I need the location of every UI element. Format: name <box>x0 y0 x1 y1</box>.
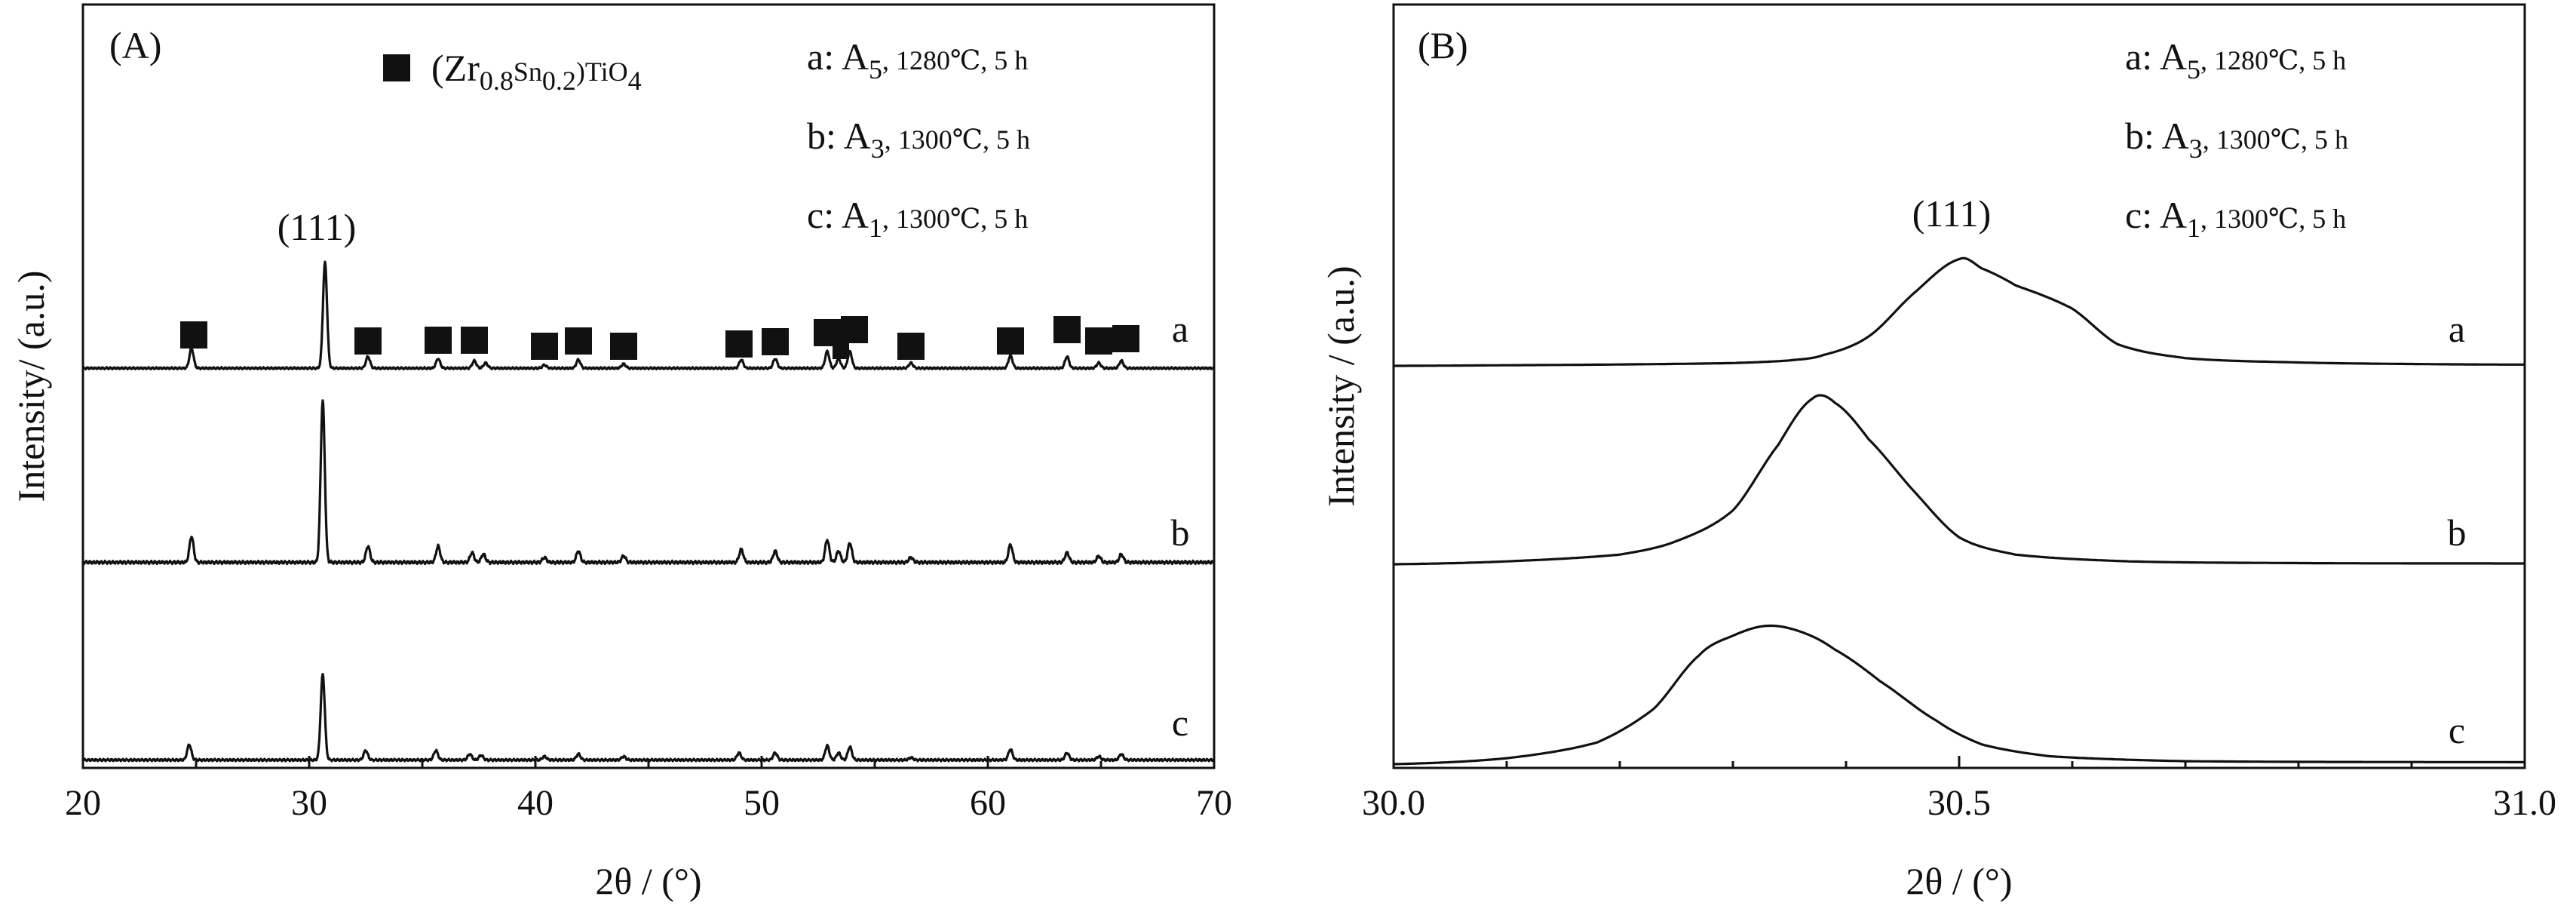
phase-marker <box>425 327 452 354</box>
condition-label-1: b: A3, 1300℃, 5 h <box>2125 115 2348 164</box>
curve-label-b: b <box>2448 511 2467 554</box>
curve-label-c: c <box>1172 702 1188 744</box>
plot-frame-a <box>81 3 1216 769</box>
plot-frame-b <box>1392 3 2526 769</box>
xrd-pattern-c <box>82 673 1216 763</box>
panel-b: 30.0 30.5 31.0 2θ / (°) Intensity / (a.u.) (B… <box>1320 3 2556 902</box>
condition-subscript: 5 <box>869 54 882 84</box>
condition-subscript: 1 <box>2187 213 2200 243</box>
phase-marker <box>180 321 207 349</box>
condition-label-2: c: A1, 1300℃, 5 h <box>2125 194 2346 243</box>
condition-suffix: , 1300℃, 5 h <box>885 124 1030 155</box>
legend-phase-label: (Zr0.8Sn0.2)TiO4 <box>431 47 642 96</box>
peak-profile-a <box>1394 256 2525 367</box>
peak-label-111: (111) <box>278 206 357 248</box>
xrd-pattern-a <box>81 260 1216 371</box>
x-tick-label: 40 <box>517 783 554 823</box>
phase-marker <box>897 333 925 360</box>
formula-part: (Zr <box>431 47 480 89</box>
condition-suffix: , 1300℃, 5 h <box>882 204 1028 234</box>
panel-label: (B) <box>1418 24 1468 66</box>
condition-prefix: b: A <box>2125 115 2189 157</box>
x-tick-label: 50 <box>744 783 780 823</box>
condition-label-2: c: A1, 1300℃, 5 h <box>807 194 1028 243</box>
formula-part: Sn <box>514 57 542 87</box>
legend-square-icon <box>383 54 410 81</box>
panel-label: (A) <box>109 24 161 66</box>
formula-subscript: 4 <box>628 66 642 96</box>
xrd-pattern-b <box>81 399 1216 566</box>
x-axis-label: 2θ / (°) <box>595 860 701 902</box>
phase-marker <box>1112 325 1139 352</box>
x-tick-label: 60 <box>970 783 1006 823</box>
condition-subscript: 1 <box>869 213 882 243</box>
curve-label-c: c <box>2449 709 2465 751</box>
condition-suffix: , 1300℃, 5 h <box>2203 124 2348 155</box>
peak-profile-b <box>1394 394 2525 566</box>
formula-subscript: 0.2 <box>542 66 576 96</box>
condition-prefix: a: A <box>807 35 869 78</box>
phase-marker <box>610 333 637 360</box>
condition-suffix: , 1280℃, 5 h <box>2200 45 2346 75</box>
condition-label-0: a: A5, 1280℃, 5 h <box>2125 35 2346 84</box>
x-tick-label: 30.5 <box>1927 783 1991 823</box>
curve-label-a: a <box>1172 308 1188 350</box>
condition-prefix: a: A <box>2125 35 2187 78</box>
peak-profile-c <box>1393 624 2525 766</box>
condition-subscript: 3 <box>2189 134 2203 164</box>
condition-prefix: c: A <box>807 194 869 236</box>
x-axis-label: 2θ / (°) <box>1906 860 2012 902</box>
phase-marker <box>814 319 841 346</box>
condition-subscript: 5 <box>2187 54 2200 84</box>
y-axis-label: Intensity/ (a.u.) <box>10 271 52 502</box>
phase-marker <box>461 327 488 354</box>
condition-subscript: 3 <box>871 134 885 164</box>
peak-label-111: (111) <box>1912 192 1992 235</box>
phase-marker <box>1085 327 1112 355</box>
formula-part: )TiO <box>576 57 628 87</box>
phase-marker <box>725 330 753 358</box>
phase-marker <box>531 333 558 360</box>
condition-prefix: b: A <box>807 115 871 157</box>
curve-label-a: a <box>2449 308 2465 350</box>
y-axis-label: Intensity / (a.u.) <box>1320 266 1362 506</box>
x-tick-label: 30 <box>291 783 327 823</box>
condition-label-0: a: A5, 1280℃, 5 h <box>807 35 1028 84</box>
condition-prefix: c: A <box>2125 194 2187 236</box>
phase-marker <box>1053 316 1081 343</box>
x-tick-label: 20 <box>65 783 101 823</box>
condition-suffix: , 1300℃, 5 h <box>2200 204 2346 234</box>
x-tick-label: 70 <box>1196 783 1232 823</box>
phase-marker <box>997 327 1024 355</box>
condition-suffix: , 1280℃, 5 h <box>882 45 1028 75</box>
x-tick-label: 31.0 <box>2493 783 2556 823</box>
x-tick-label: 30.0 <box>1362 783 1425 823</box>
phase-marker <box>841 316 868 343</box>
formula-subscript: 0.8 <box>480 66 514 96</box>
phase-marker <box>354 327 382 355</box>
phase-marker <box>565 327 592 355</box>
curve-label-b: b <box>1171 511 1190 554</box>
condition-label-1: b: A3, 1300℃, 5 h <box>807 115 1030 164</box>
phase-marker <box>833 342 849 359</box>
panel-a: 20 30 40 50 60 70 2θ / (°) Intensity/ (a.u.) (A)… <box>10 3 1232 902</box>
phase-marker <box>762 328 789 355</box>
